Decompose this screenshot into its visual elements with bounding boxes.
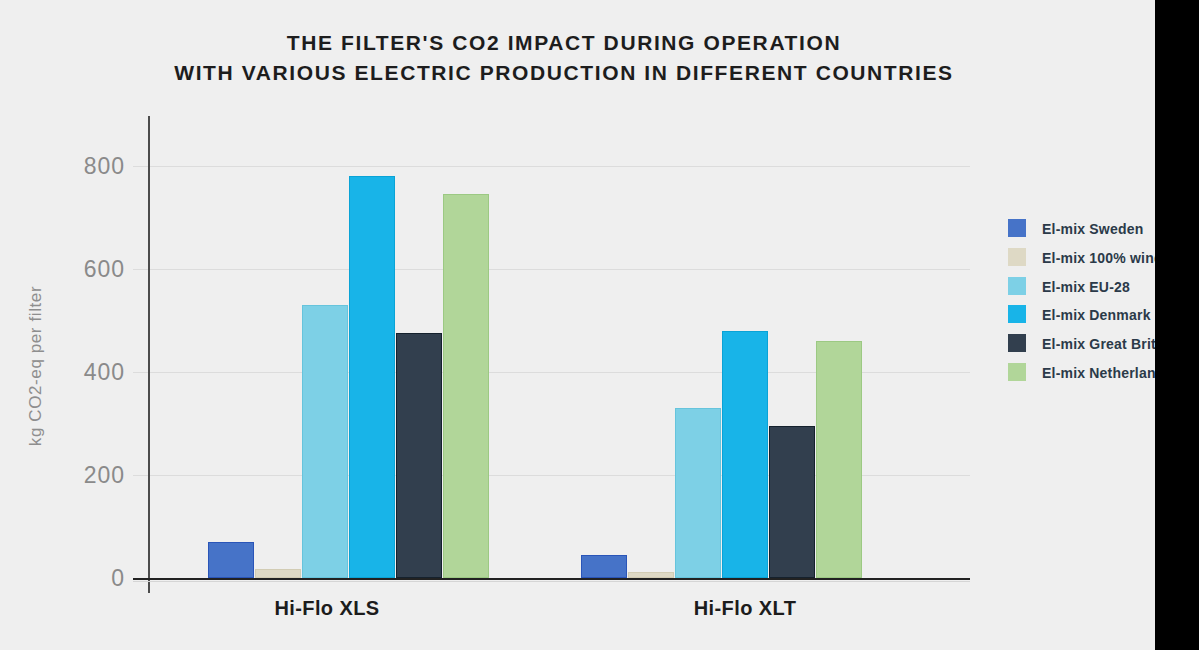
chart-canvas: THE FILTER'S CO2 IMPACT DURING OPERATION… — [0, 0, 1155, 650]
bar-hi-flo-xlt-el-mix-netherlands — [816, 341, 862, 578]
gridline-800 — [133, 166, 970, 167]
bar-hi-flo-xlt-el-mix-sweden — [581, 555, 627, 578]
bar-hi-flo-xls-el-mix-sweden — [208, 542, 254, 578]
bar-hi-flo-xls-el-mix-netherlands — [443, 194, 489, 578]
legend-swatch — [1008, 248, 1026, 266]
bar-hi-flo-xls-el-mix-great-britain — [396, 333, 442, 578]
legend-swatch — [1008, 334, 1026, 352]
bar-hi-flo-xlt-el-mix-denmark — [722, 331, 768, 578]
legend-label: El-mix 100% wind — [1042, 250, 1163, 266]
y-tick-label-400: 400 — [25, 359, 125, 385]
gridline-600 — [133, 269, 970, 270]
legend-label: El-mix Sweden — [1042, 221, 1143, 237]
legend-label: El-mix Netherlands — [1042, 365, 1172, 381]
category-label-hi-flo-xlt: Hi-Flo XLT — [645, 597, 845, 620]
bar-hi-flo-xls-el-mix-denmark — [349, 176, 395, 578]
legend-swatch — [1008, 219, 1026, 237]
legend-swatch — [1008, 305, 1026, 323]
legend-swatch — [1008, 363, 1026, 381]
y-axis-line — [148, 116, 150, 593]
legend-label: El-mix Denmark — [1042, 307, 1151, 323]
category-label-hi-flo-xls: Hi-Flo XLS — [227, 597, 427, 620]
bar-hi-flo-xls-el-mix-100-wind — [255, 569, 301, 578]
y-tick-label-0: 0 — [25, 565, 125, 591]
x-axis-line — [133, 578, 970, 580]
x-axis-line-shadow — [133, 581, 970, 582]
y-tick-label-600: 600 — [25, 256, 125, 282]
bar-hi-flo-xlt-el-mix-eu-28 — [675, 408, 721, 578]
legend-swatch — [1008, 277, 1026, 295]
bar-hi-flo-xlt-el-mix-100-wind — [628, 572, 674, 578]
right-black-strip — [1155, 0, 1199, 650]
bar-hi-flo-xlt-el-mix-great-britain — [769, 426, 815, 578]
y-tick-label-800: 800 — [25, 153, 125, 179]
chart-title: THE FILTER'S CO2 IMPACT DURING OPERATION… — [0, 28, 1128, 88]
y-tick-label-200: 200 — [25, 462, 125, 488]
legend-label: El-mix EU-28 — [1042, 279, 1130, 295]
bar-hi-flo-xls-el-mix-eu-28 — [302, 305, 348, 578]
chart-title-line-1: THE FILTER'S CO2 IMPACT DURING OPERATION — [0, 28, 1128, 58]
chart-title-line-2: WITH VARIOUS ELECTRIC PRODUCTION IN DIFF… — [0, 58, 1128, 88]
